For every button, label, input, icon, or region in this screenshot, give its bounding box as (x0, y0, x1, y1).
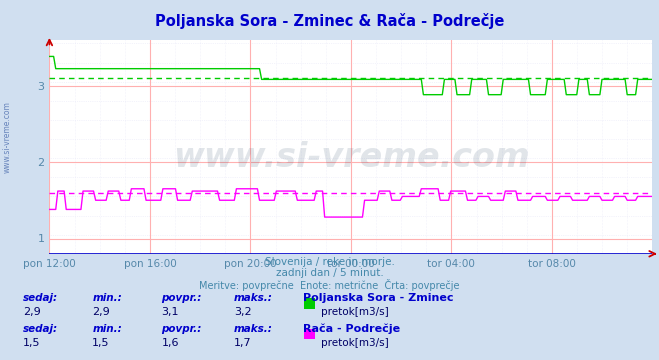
Text: www.si-vreme.com: www.si-vreme.com (173, 141, 529, 174)
Text: povpr.:: povpr.: (161, 293, 202, 303)
Text: www.si-vreme.com: www.si-vreme.com (3, 101, 12, 173)
Text: pretok[m3/s]: pretok[m3/s] (321, 307, 389, 317)
Text: zadnji dan / 5 minut.: zadnji dan / 5 minut. (275, 268, 384, 278)
Text: Poljanska Sora - Zminec: Poljanska Sora - Zminec (303, 293, 453, 303)
Text: 1,6: 1,6 (161, 338, 179, 348)
Text: sedaj:: sedaj: (23, 293, 58, 303)
Text: 2,9: 2,9 (92, 307, 110, 317)
Text: Slovenija / reke in morje.: Slovenija / reke in morje. (264, 257, 395, 267)
Text: Rača - Podrečje: Rača - Podrečje (303, 324, 400, 334)
Text: Meritve: povprečne  Enote: metrične  Črta: povprečje: Meritve: povprečne Enote: metrične Črta:… (199, 279, 460, 291)
Text: sedaj:: sedaj: (23, 324, 58, 334)
Text: 1,5: 1,5 (23, 338, 41, 348)
Text: 3,1: 3,1 (161, 307, 179, 317)
Text: 2,9: 2,9 (23, 307, 41, 317)
Text: Poljanska Sora - Zminec & Rača - Podrečje: Poljanska Sora - Zminec & Rača - Podrečj… (155, 13, 504, 28)
Text: maks.:: maks.: (234, 293, 273, 303)
Text: 1,7: 1,7 (234, 338, 252, 348)
Text: min.:: min.: (92, 293, 122, 303)
Text: 3,2: 3,2 (234, 307, 252, 317)
Text: 1,5: 1,5 (92, 338, 110, 348)
Text: maks.:: maks.: (234, 324, 273, 334)
Text: povpr.:: povpr.: (161, 324, 202, 334)
Text: pretok[m3/s]: pretok[m3/s] (321, 338, 389, 348)
Text: min.:: min.: (92, 324, 122, 334)
